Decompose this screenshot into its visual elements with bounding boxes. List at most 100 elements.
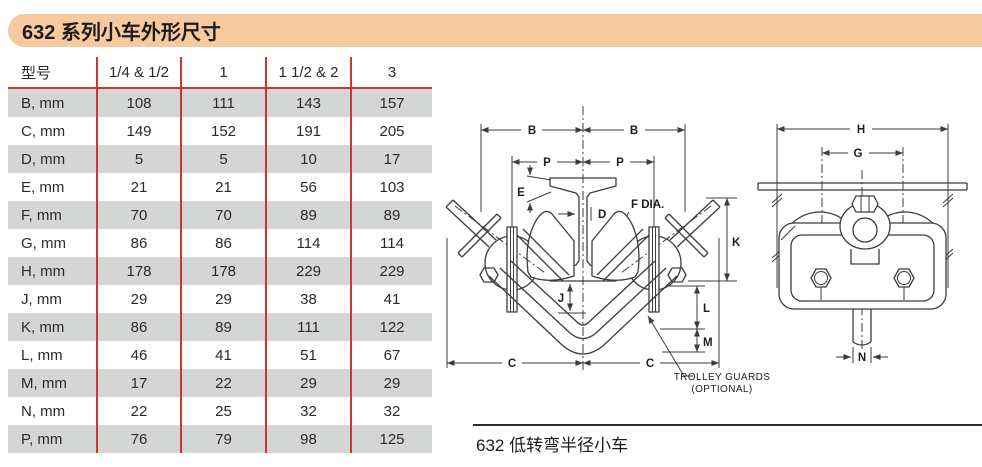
side-view: H G <box>757 122 968 364</box>
cell-value: 157 <box>350 89 432 117</box>
cell-value: 5 <box>96 145 180 173</box>
cell-value: 41 <box>350 285 432 313</box>
cell-value: 22 <box>180 369 265 397</box>
cell-value: 86 <box>96 229 180 257</box>
dim-label-m: M <box>703 337 713 349</box>
front-view: B B P P E D F DIA. <box>445 106 771 395</box>
row-label: F, mm <box>21 206 62 224</box>
dim-label-j: J <box>558 293 564 305</box>
row-label: P, mm <box>21 430 63 448</box>
column-header: 3 <box>350 57 432 87</box>
dim-label-l: L <box>703 303 710 315</box>
body-bolt-right <box>893 268 915 300</box>
column-header: 1 <box>180 57 265 87</box>
cell-value: 21 <box>96 173 180 201</box>
cell-value: 22 <box>96 397 180 425</box>
table-row-d: D, mm 5 5 10 17 <box>8 145 432 173</box>
figure-caption: 632 低转弯半径小车 <box>476 436 629 455</box>
row-label: N, mm <box>21 402 66 420</box>
cell-value: 191 <box>265 117 350 145</box>
dim-label-p-right: P <box>616 157 624 169</box>
cell-value: 32 <box>265 397 350 425</box>
row-label: G, mm <box>21 234 66 252</box>
cell-value: 29 <box>350 369 432 397</box>
title-banner: 632 系列小车外形尺寸 <box>8 14 982 47</box>
row-label: C, mm <box>21 122 66 140</box>
load-yoke <box>488 260 678 355</box>
dim-label-c-right: C <box>646 358 654 370</box>
cell-value: 89 <box>350 201 432 229</box>
cell-value: 29 <box>265 369 350 397</box>
cell-value: 114 <box>350 229 432 257</box>
cell-value: 67 <box>350 341 432 369</box>
cell-value: 98 <box>265 425 350 453</box>
center-pin <box>839 195 891 265</box>
row-label: L, mm <box>21 346 63 364</box>
dim-label-n: N <box>858 352 866 364</box>
cell-value: 70 <box>96 201 180 229</box>
row-label: K, mm <box>21 318 65 336</box>
table-row-j: J, mm 29 29 38 41 <box>8 285 432 313</box>
cell-value: 152 <box>180 117 265 145</box>
side-plate-right <box>591 210 640 281</box>
row-label: E, mm <box>21 178 65 196</box>
column-header: 1 1/2 & 2 <box>265 57 350 87</box>
cell-value: 70 <box>180 201 265 229</box>
cell-value: 149 <box>96 117 180 145</box>
cell-value: 111 <box>265 313 350 341</box>
cell-value: 178 <box>180 257 265 285</box>
cell-value: 114 <box>265 229 350 257</box>
cell-value: 205 <box>350 117 432 145</box>
cell-value: 111 <box>180 89 265 117</box>
cell-value: 76 <box>96 425 180 453</box>
table-row-e: E, mm 21 21 56 103 <box>8 173 432 201</box>
dim-label-p-left: P <box>543 157 551 169</box>
table-row-h: H, mm 178 178 229 229 <box>8 257 432 285</box>
dim-label-b-left: B <box>528 125 536 137</box>
cell-value: 108 <box>96 89 180 117</box>
dim-label-e: E <box>517 187 525 199</box>
cell-value: 125 <box>350 425 432 453</box>
dim-label-c-left: C <box>508 358 516 370</box>
cell-value: 178 <box>96 257 180 285</box>
caption-divider <box>473 424 982 426</box>
swivel-rod-left <box>445 199 502 283</box>
swivel-rod-right <box>664 199 721 283</box>
table-body: B, mm 108 111 143 157 C, mm 149 152 191 205 D, mm 5… <box>8 89 432 453</box>
cell-value: 10 <box>265 145 350 173</box>
cell-value: 41 <box>180 341 265 369</box>
page-title: 632 系列小车外形尺寸 <box>22 22 221 44</box>
row-label: D, mm <box>21 150 66 168</box>
cell-value: 46 <box>96 341 180 369</box>
cell-value: 56 <box>265 173 350 201</box>
row-label: H, mm <box>21 262 66 280</box>
row-label: B, mm <box>21 94 65 112</box>
cell-value: 38 <box>265 285 350 313</box>
cell-value: 122 <box>350 313 432 341</box>
cell-value: 51 <box>265 341 350 369</box>
column-header-model: 型号 <box>21 64 52 82</box>
table-row-n: N, mm 22 25 32 32 <box>8 397 432 425</box>
dim-label-k: K <box>732 237 741 249</box>
cell-value: 103 <box>350 173 432 201</box>
body-bolt-left <box>810 268 832 300</box>
dim-label-g: G <box>854 148 863 160</box>
guard-plate-left <box>506 226 518 313</box>
column-header: 1/4 & 1/2 <box>96 57 180 87</box>
table-row-p: P, mm 76 79 98 125 <box>8 425 432 453</box>
cell-value: 143 <box>265 89 350 117</box>
cell-value: 86 <box>180 229 265 257</box>
dim-label-f-dia: F DIA. <box>631 199 664 211</box>
table-row-g: G, mm 86 86 114 114 <box>8 229 432 257</box>
dim-label-h: H <box>857 124 865 136</box>
note-trolley-guards: TROLLEY GUARDS <box>674 372 771 383</box>
row-label: M, mm <box>21 374 67 392</box>
guard-plate-right <box>648 226 660 313</box>
cell-value: 5 <box>180 145 265 173</box>
cell-value: 229 <box>350 257 432 285</box>
table-row-l: L, mm 46 41 51 67 <box>8 341 432 369</box>
